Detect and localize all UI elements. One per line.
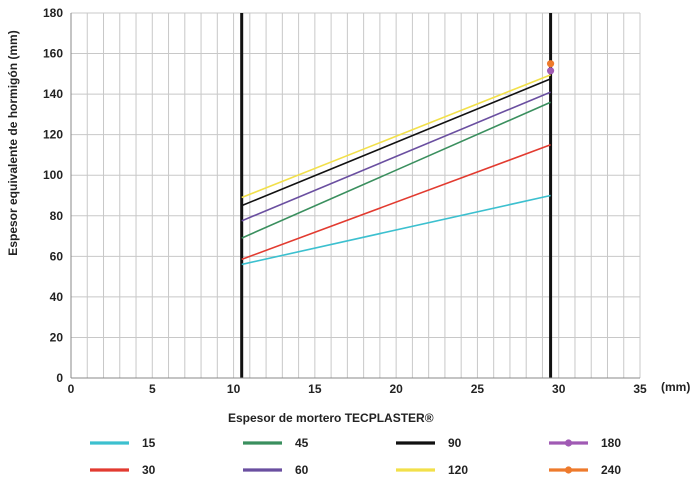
legend: 15 45 90 180 30 60 120 240 [90, 436, 621, 477]
legend-label-30: 30 [142, 463, 156, 477]
series-line-15 [241, 194, 551, 266]
legend-marker-180 [564, 439, 573, 447]
x-tick-label: 30 [552, 382, 566, 396]
x-tick-label: 25 [471, 382, 485, 396]
y-tick-label: 80 [50, 209, 64, 223]
series-line-60 [241, 91, 551, 222]
axes [70, 13, 640, 379]
legend-label-60: 60 [295, 463, 309, 477]
y-axis-title: Espesor equivalente de hormigón (mm) [6, 30, 20, 255]
series-point-240 [546, 60, 555, 68]
x-tick-label: 10 [227, 382, 241, 396]
x-tick-label: 35 [633, 382, 647, 396]
legend-label-90: 90 [448, 436, 462, 450]
y-tick-label: 180 [43, 6, 63, 20]
y-tick-label: 60 [50, 249, 64, 263]
x-tick-label: 5 [149, 382, 156, 396]
x-tick-label: 15 [308, 382, 322, 396]
legend-label-180: 180 [601, 436, 621, 450]
y-tick-label: 20 [50, 330, 64, 344]
legend-label-45: 45 [295, 436, 309, 450]
x-tick-label: 20 [389, 382, 403, 396]
legend-label-15: 15 [142, 436, 156, 450]
y-tick-label: 120 [43, 128, 63, 142]
series-line-120 [241, 74, 551, 199]
series-lines [241, 60, 555, 266]
series-line-45 [241, 101, 551, 239]
legend-label-120: 120 [448, 463, 468, 477]
x-axis-title: Espesor de mortero TECPLASTER® [228, 411, 434, 425]
x-tick-label: 0 [68, 382, 75, 396]
x-axis-unit: (mm) [661, 380, 690, 394]
y-tick-label: 0 [56, 371, 63, 385]
y-tick-label: 160 [43, 47, 63, 61]
y-tick-label: 140 [43, 87, 63, 101]
series-line-90 [241, 78, 551, 207]
legend-marker-240 [564, 466, 573, 474]
series-line-30 [241, 144, 551, 261]
y-tick-label: 40 [50, 290, 64, 304]
grid-lines [70, 12, 641, 379]
y-tick-labels: 0 20 40 60 80 100 120 140 160 180 [43, 6, 63, 385]
legend-label-240: 240 [601, 463, 621, 477]
series-point-180 [546, 67, 555, 75]
x-tick-labels: 0 5 10 15 20 25 30 35 [68, 382, 647, 396]
y-tick-label: 100 [43, 168, 63, 182]
